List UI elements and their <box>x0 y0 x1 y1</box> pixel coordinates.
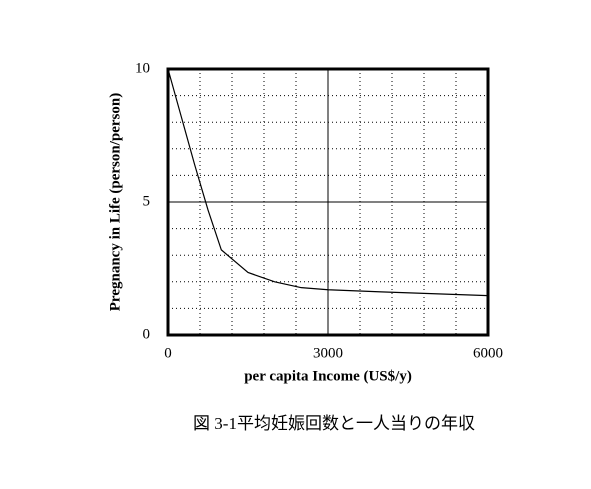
line <box>167 68 489 297</box>
x-tick-label: 6000 <box>473 345 503 361</box>
x-tick-label: 3000 <box>313 345 343 361</box>
x-tick-label: 0 <box>164 345 172 361</box>
y-tick-label: 5 <box>143 193 151 209</box>
plot-frame <box>166 67 490 337</box>
y-axis-label: Pregnancy in Life (person/person) <box>107 93 123 311</box>
y-tick-label: 0 <box>143 326 151 342</box>
x-axis-label: per capita Income (US$/y) <box>244 368 412 384</box>
caption: 図 3-1平均妊娠回数と一人当りの年収 <box>193 414 475 433</box>
y-tick-label: 10 <box>135 60 150 76</box>
